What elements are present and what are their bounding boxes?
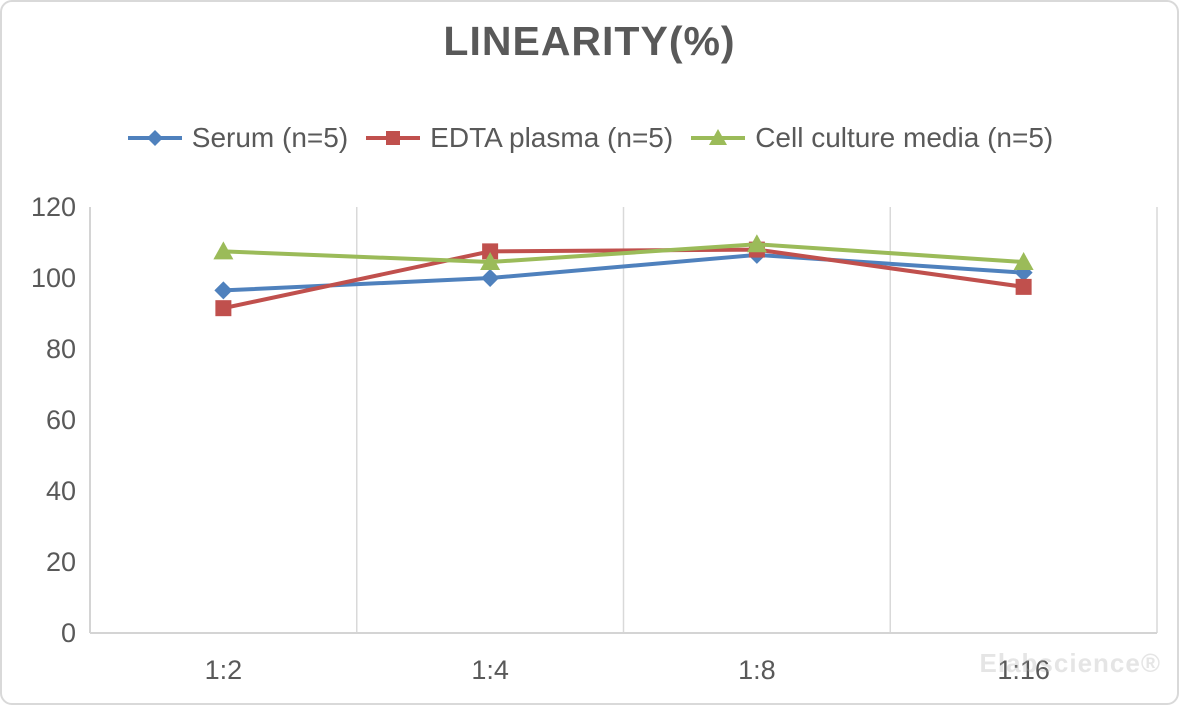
legend-item-0: Serum (n=5): [126, 122, 348, 154]
square-legend-marker-icon: [366, 131, 421, 145]
series-line-2: [223, 242, 1024, 265]
series-line-1: [222, 247, 1024, 311]
triangle-marker-icon-2-1: [480, 252, 501, 271]
y-tick-label: 120: [31, 192, 76, 222]
legend-label-2: Cell culture media (n=5): [755, 122, 1054, 153]
triangle-legend-marker-icon: [691, 129, 746, 145]
legend: Serum (n=5) EDTA plasma (n=5) Cell culture…: [2, 122, 1177, 154]
y-tick-label: 40: [46, 476, 76, 506]
triangle-marker-icon-2-2: [746, 234, 767, 253]
legend-label-1: EDTA plasma (n=5): [430, 122, 674, 153]
square-marker-icon-1-0: [215, 300, 232, 317]
y-tick-label: 60: [46, 405, 76, 435]
x-tick-label: 1:16: [997, 655, 1050, 685]
y-tick-label: 20: [46, 547, 76, 577]
y-tick-label: 100: [31, 263, 76, 293]
x-tick-label: 1:4: [471, 655, 509, 685]
square-marker-icon-1-1: [482, 243, 499, 260]
diamond-marker-icon-0-0: [214, 281, 233, 300]
legend-item-1: EDTA plasma (n=5): [364, 122, 673, 154]
y-tick-label: 0: [61, 618, 76, 648]
y-tick-label: 80: [46, 334, 76, 364]
legend-label-0: Serum (n=5): [191, 122, 349, 153]
x-tick-label: 1:2: [205, 655, 243, 685]
square-marker-icon-1-3: [1015, 278, 1032, 295]
x-tick-label: 1:8: [738, 655, 776, 685]
triangle-marker-icon-2-3: [1013, 252, 1034, 271]
series-line-0: [223, 252, 1024, 293]
triangle-marker-icon-2-0: [213, 241, 234, 260]
chart-title: LINEARITY(%): [443, 18, 736, 64]
diamond-legend-marker-icon: [127, 130, 182, 146]
diamond-marker-icon-0-1: [481, 269, 500, 287]
legend-item-2: Cell culture media (n=5): [689, 122, 1053, 154]
